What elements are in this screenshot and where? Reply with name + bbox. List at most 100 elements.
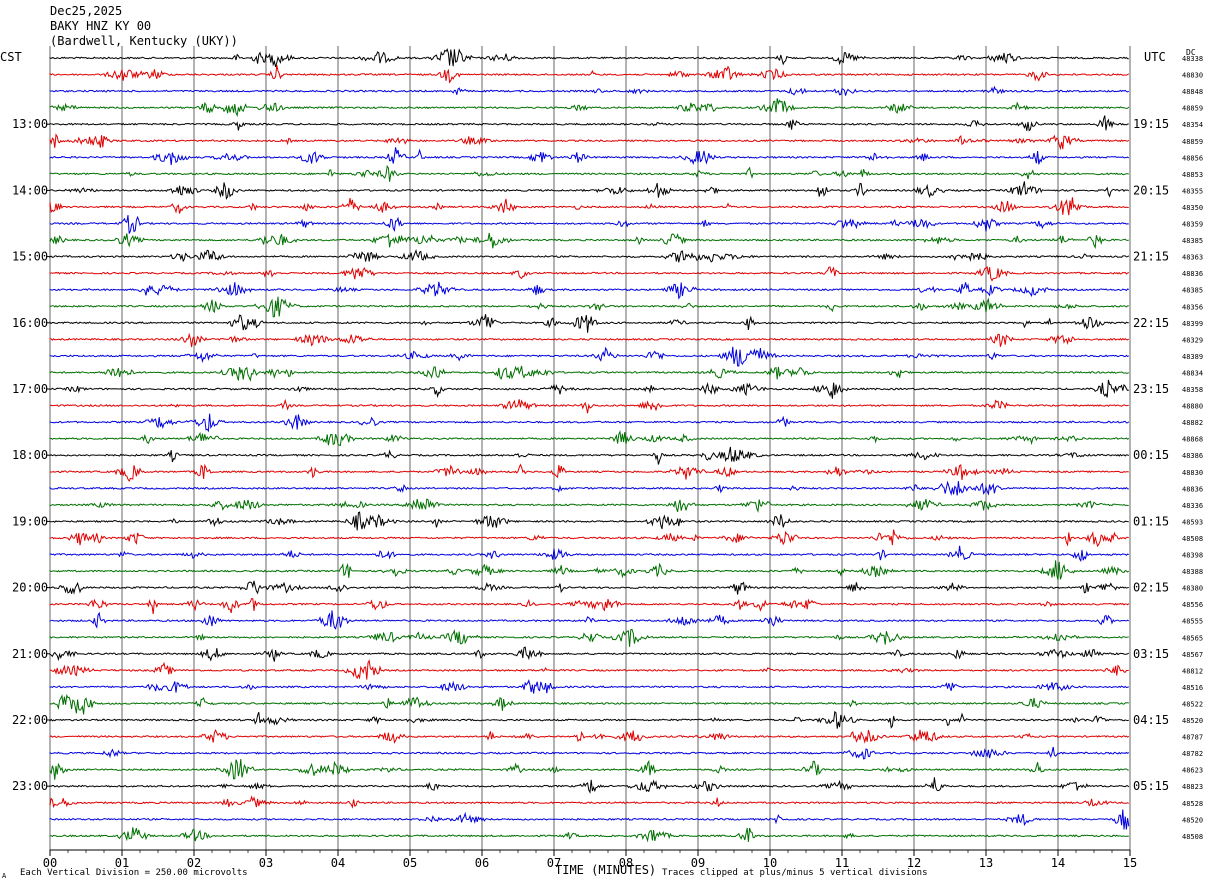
- dc-offset-label: 48385: [1182, 287, 1203, 295]
- clip-note: Traces clipped at plus/minus 5 vertical …: [662, 868, 928, 878]
- dc-offset-label: 48359: [1182, 221, 1203, 229]
- dc-offset-label: 48787: [1182, 734, 1203, 742]
- right-time-label: 05:15: [1133, 779, 1169, 793]
- trace-46: [49, 795, 1130, 809]
- x-tick-label-13: 13: [979, 856, 993, 870]
- right-time-label: 23:15: [1133, 382, 1169, 396]
- trace-6: [49, 133, 1130, 151]
- x-tick-label-04: 04: [331, 856, 345, 870]
- trace-24: [49, 429, 1130, 447]
- trace-18: [49, 332, 1130, 348]
- right-time-label: 02:15: [1133, 581, 1169, 595]
- left-time-label: 19:00: [12, 514, 48, 528]
- label-group: 13:00 14:00 15:00 16:00 17:00 18:00 19:00 20:00…: [12, 55, 1203, 841]
- dc-offset-label: 48830: [1182, 72, 1203, 80]
- trace-8: [49, 164, 1129, 182]
- trace-34: [49, 598, 1130, 615]
- x-tick-label-12: 12: [907, 856, 921, 870]
- dc-offset-label: 48520: [1182, 816, 1203, 824]
- dc-offset-label: 48508: [1182, 833, 1203, 841]
- dc-offset-label: 48856: [1182, 154, 1203, 162]
- dc-offset-label: 48565: [1182, 634, 1203, 642]
- dc-offset-label: 48836: [1182, 485, 1203, 493]
- trace-10: [49, 197, 1129, 216]
- dc-offset-label: 48556: [1182, 601, 1203, 609]
- trace-19: [49, 346, 1130, 367]
- x-tick-label-00: 00: [43, 856, 57, 870]
- dc-offset-label: 48329: [1182, 336, 1203, 344]
- right-time-label: 01:15: [1133, 514, 1169, 528]
- trace-20: [49, 365, 1130, 382]
- dc-offset-label: 48522: [1182, 700, 1203, 708]
- x-tick-label-11: 11: [835, 856, 849, 870]
- header-location: (Bardwell, Kentucky (UKY)): [50, 34, 238, 48]
- trace-17: [49, 314, 1129, 333]
- trace-26: [49, 463, 1129, 482]
- utc-label: UTC: [1144, 50, 1166, 64]
- dc-offset-label: 48354: [1182, 121, 1203, 129]
- trace-39: [49, 679, 1130, 694]
- trace-22: [49, 398, 1129, 414]
- dc-offset-label: 48623: [1182, 767, 1203, 775]
- header-date: Dec25,2025: [50, 4, 123, 18]
- trace-38: [49, 659, 1129, 680]
- header-station: BAKY HNZ KY 00: [50, 19, 152, 33]
- x-tick-label-09: 09: [691, 856, 705, 870]
- x-tick-label-06: 06: [475, 856, 489, 870]
- left-time-label: 16:00: [12, 316, 48, 330]
- trace-13: [49, 249, 1130, 263]
- right-time-label: 20:15: [1133, 183, 1169, 197]
- dc-offset-label: 48853: [1182, 171, 1203, 179]
- x-tick-label-02: 02: [187, 856, 201, 870]
- x-tick-label-01: 01: [115, 856, 129, 870]
- trace-27: [49, 480, 1129, 496]
- chart-grid: [49, 46, 1131, 851]
- dc-offset-label: 48388: [1182, 568, 1203, 576]
- dc-offset-label: 48593: [1182, 518, 1203, 526]
- trace-33: [49, 580, 1129, 595]
- trace-31: [49, 545, 1130, 563]
- dc-offset-label: 48868: [1182, 436, 1203, 444]
- dc-offset-label: 48782: [1182, 750, 1203, 758]
- left-time-label: 13:00: [12, 117, 48, 131]
- trace-28: [49, 498, 1129, 513]
- left-time-label: 21:00: [12, 647, 48, 661]
- left-time-label: 15:00: [12, 250, 48, 264]
- trace-7: [49, 147, 1130, 166]
- left-time-label: 22:00: [12, 713, 48, 727]
- trace-37: [49, 646, 1130, 662]
- dc-offset-label: 48350: [1182, 204, 1203, 212]
- trace-3: [49, 85, 1130, 96]
- dc-offset-label: 48834: [1182, 369, 1203, 377]
- dc-offset-label: 48836: [1182, 270, 1203, 278]
- trace-36: [49, 628, 1129, 647]
- right-time-label: 19:15: [1133, 117, 1169, 131]
- left-time-label: 20:00: [12, 581, 48, 595]
- x-tick-group: 00 01 02 03 04 05 06 07 08 09 10 11 12 13 14 15: [43, 850, 1137, 870]
- dc-offset-label: 48882: [1182, 419, 1203, 427]
- x-axis-title: TIME (MINUTES): [555, 863, 657, 877]
- dc-offset-label: 48859: [1182, 138, 1203, 146]
- x-tick-label-14: 14: [1051, 856, 1065, 870]
- dc-offset-label: 48358: [1182, 386, 1203, 394]
- x-tick-label-15: 15: [1123, 856, 1137, 870]
- trace-16: [49, 296, 1129, 318]
- left-time-label: 23:00: [12, 779, 48, 793]
- trace-40: [49, 693, 1129, 715]
- dc-offset-label: 48516: [1182, 684, 1203, 692]
- dc-offset-label: 48389: [1182, 353, 1203, 361]
- dc-offset-label: 48363: [1182, 254, 1203, 262]
- right-time-label: 04:15: [1133, 713, 1169, 727]
- dc-offset-label: 48399: [1182, 320, 1203, 328]
- dc-offset-label: 48508: [1182, 535, 1203, 543]
- corner-mark: A: [2, 872, 7, 880]
- trace-23: [49, 413, 1130, 433]
- dc-offset-label: 48859: [1182, 105, 1203, 113]
- dc-offset-label: 48520: [1182, 717, 1203, 725]
- trace-32: [49, 560, 1130, 581]
- dc-offset-label: 48830: [1182, 469, 1203, 477]
- trace-43: [49, 746, 1130, 760]
- dc-offset-label: 48386: [1182, 452, 1203, 460]
- trace-29: [49, 511, 1129, 531]
